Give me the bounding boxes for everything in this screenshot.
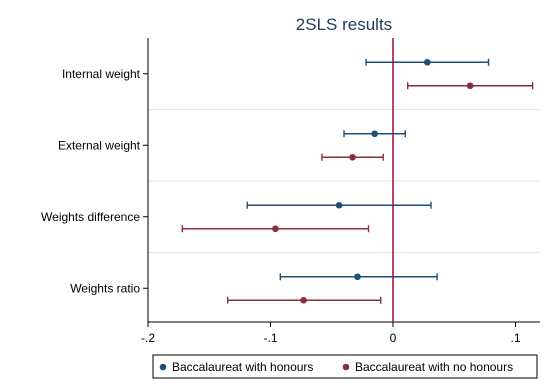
point-estimate — [466, 82, 474, 90]
category-label: Weights difference — [41, 210, 140, 224]
point-estimate — [272, 225, 279, 233]
point-estimate — [335, 201, 343, 209]
point-estimate — [354, 273, 361, 281]
point-estimate — [300, 296, 307, 304]
legend-marker — [342, 363, 350, 371]
category-label: Internal weight — [62, 67, 141, 81]
category-label: Weights ratio — [70, 281, 140, 295]
x-tick-label: -.2 — [141, 331, 155, 345]
x-tick-label: -.1 — [263, 331, 277, 345]
legend-label: Baccalaureat with honours — [172, 360, 313, 374]
point-estimate — [349, 153, 356, 161]
legend: Baccalaureat with honours Baccalaureat wi… — [152, 354, 538, 379]
x-tick-label: .1 — [510, 331, 520, 345]
category-label: External weight — [58, 138, 141, 152]
point-estimate — [424, 58, 431, 66]
plot-area: -.2 -.1 0 .1 Internal weight External weight W… — [41, 38, 540, 345]
x-tick-label: 0 — [390, 331, 397, 345]
legend-label: Baccalaureat with no honours — [355, 360, 513, 374]
chart-title: 2SLS results — [296, 15, 392, 34]
legend-marker — [159, 363, 167, 371]
point-estimate — [371, 130, 378, 138]
